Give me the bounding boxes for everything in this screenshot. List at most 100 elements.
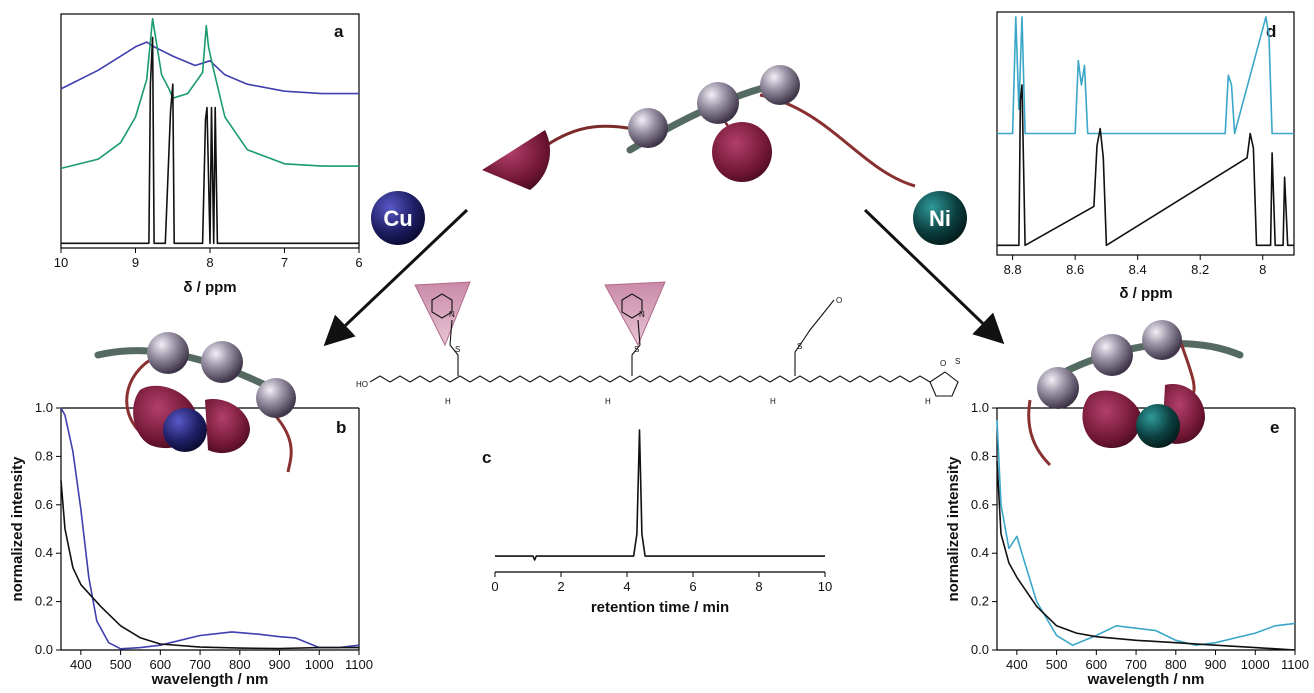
panel-c-letter: c	[482, 448, 491, 467]
series-line-d-2	[997, 84, 1294, 247]
bead-icon	[760, 65, 800, 105]
panel-a-ticks: 10 9 8 7 6	[54, 248, 363, 270]
x-tick-label: 1000	[305, 657, 334, 672]
x-tick-label: 600	[1085, 657, 1107, 672]
bead-icon	[697, 82, 739, 124]
bead-icon	[256, 378, 296, 418]
x-tick-label: 8	[1259, 262, 1266, 277]
bead-icon	[1142, 320, 1182, 360]
x-tick-label: 400	[70, 657, 92, 672]
series-line-a-2	[60, 17, 359, 170]
panel-c-series	[495, 429, 825, 561]
nitrogen-label: N	[449, 310, 455, 319]
x-tick-label: 9	[132, 255, 139, 270]
series-line-e-1	[996, 420, 1296, 647]
x-tick-label: 6	[689, 579, 696, 594]
ni-label: Ni	[929, 206, 951, 231]
y-tick-label: 0.4	[971, 545, 989, 560]
x-tick-label: 7	[281, 255, 288, 270]
x-tick-label: 8.2	[1191, 262, 1209, 277]
panel-d-ticks: 8.8 8.6 8.4 8.2 8	[1004, 255, 1266, 277]
bead-icon	[1091, 334, 1133, 376]
x-tick-label: 1100	[345, 657, 373, 672]
y-tick-label: 0.2	[35, 594, 53, 609]
x-tick-label: 8.6	[1066, 262, 1084, 277]
cone-open-icon	[712, 122, 772, 182]
panel-a-xlabel: δ / ppm	[183, 279, 236, 296]
oxygen-label: O	[940, 359, 946, 368]
x-tick-label: 1000	[1241, 657, 1270, 672]
x-tick-label: 10	[818, 579, 832, 594]
x-tick-label: 8.4	[1129, 262, 1147, 277]
y-tick-label: 0.8	[35, 448, 53, 463]
y-tick-label: 0.4	[35, 545, 53, 560]
panel-e: e 400 500 600 700 800 900 1000 1100 0.0 0.2 0.4 0.6…	[945, 400, 1309, 688]
ni-complex-illustration	[1027, 320, 1244, 467]
series-line-a-1	[60, 41, 359, 95]
chemical-structure: HO S S S S N N O O H H H H	[356, 281, 960, 406]
cone-icon	[482, 130, 550, 190]
x-tick-label: 700	[1125, 657, 1147, 672]
series-line-e-2	[996, 461, 1296, 651]
series-line-a-3	[61, 36, 359, 245]
acid-label: HO	[356, 380, 368, 389]
panel-a: a 10 9 8 7 6 δ / ppm	[54, 13, 363, 296]
x-tick-label: 10	[54, 255, 68, 270]
bead-icon	[628, 108, 668, 148]
sulfur-label: S	[455, 345, 460, 354]
arrow-right	[863, 208, 1005, 345]
open-chain-illustration	[482, 65, 916, 190]
nitrogen-label: N	[639, 310, 645, 319]
y-tick-label: 0.8	[971, 448, 989, 463]
ni-ion-icon	[1136, 404, 1180, 448]
panel-b-xlabel: wavelength / nm	[151, 671, 269, 688]
x-tick-label: 2	[557, 579, 564, 594]
panel-a-letter: a	[334, 22, 344, 41]
x-tick-label: 8	[755, 579, 762, 594]
bead-icon	[201, 341, 243, 383]
pyridine-cone-icon	[604, 281, 666, 347]
y-tick-label: 1.0	[971, 400, 989, 415]
x-tick-label: 900	[1205, 657, 1227, 672]
x-tick-label: 800	[229, 657, 251, 672]
panel-d-letter: d	[1266, 22, 1276, 41]
x-tick-label: 900	[269, 657, 291, 672]
nh-label: H	[925, 397, 931, 406]
panel-e-letter: e	[1270, 418, 1279, 437]
series-line-b-2	[60, 480, 359, 650]
nh-label: H	[770, 397, 776, 406]
x-tick-label: 8.8	[1004, 262, 1022, 277]
panel-e-xlabel: wavelength / nm	[1087, 671, 1205, 688]
y-tick-label: 0.6	[971, 497, 989, 512]
panel-b: b 400 500 600 700 800 900 1000 1100 0.0 0.2 0.4 0.6…	[9, 400, 373, 688]
panel-b-series	[60, 407, 360, 650]
x-tick-label: 400	[1006, 657, 1028, 672]
series-line-c-1	[495, 429, 825, 561]
cu-badge: Cu	[371, 191, 425, 245]
bead-icon	[147, 332, 189, 374]
panel-b-ticks: 400 500 600 700 800 900 1000 1100 0.0 0.2 0.4 0.6 0.…	[35, 400, 373, 672]
x-tick-label: 1100	[1281, 657, 1309, 672]
x-tick-label: 6	[355, 255, 362, 270]
series-line-b-1	[60, 407, 360, 650]
y-tick-label: 0.0	[35, 642, 53, 657]
nh-label: H	[605, 397, 611, 406]
panel-c-ticks: 0 2 4 6 8 10	[491, 572, 832, 594]
ni-badge: Ni	[913, 191, 967, 245]
cu-label: Cu	[383, 206, 412, 231]
arrow-left	[323, 208, 469, 347]
panel-a-series	[60, 17, 359, 245]
panel-c-xlabel: retention time / min	[591, 599, 729, 616]
pyridine-cone-icon	[414, 281, 471, 347]
sulfur-label: S	[634, 345, 639, 354]
panel-b-letter: b	[336, 418, 346, 437]
cu-complex-illustration	[94, 332, 296, 473]
y-tick-label: 0.2	[971, 594, 989, 609]
panel-d-series	[997, 16, 1294, 247]
sulfur-label: S	[955, 357, 960, 366]
panel-d-xlabel: δ / ppm	[1119, 285, 1172, 302]
panel-c: c 0 2 4 6 8 10 retention time / min	[482, 429, 832, 616]
x-tick-label: 600	[149, 657, 171, 672]
y-tick-label: 1.0	[35, 400, 53, 415]
